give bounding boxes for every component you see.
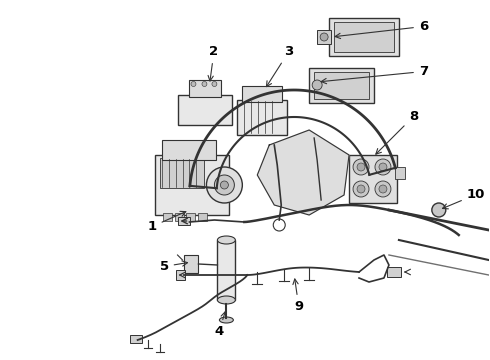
- Bar: [237, 100, 287, 135]
- Bar: [387, 267, 401, 277]
- Text: 2: 2: [208, 45, 219, 81]
- Bar: [185, 255, 198, 273]
- Bar: [317, 30, 331, 44]
- Circle shape: [432, 203, 446, 217]
- Bar: [154, 155, 229, 215]
- Text: 3: 3: [267, 45, 294, 87]
- Bar: [177, 95, 232, 125]
- Polygon shape: [257, 130, 349, 215]
- Bar: [334, 22, 394, 52]
- Circle shape: [312, 80, 322, 90]
- Bar: [177, 217, 191, 225]
- Circle shape: [379, 163, 387, 171]
- Bar: [160, 158, 204, 188]
- Circle shape: [357, 185, 365, 193]
- Bar: [243, 86, 282, 102]
- Circle shape: [191, 81, 196, 86]
- Ellipse shape: [218, 296, 235, 304]
- Text: 6: 6: [335, 20, 428, 39]
- Circle shape: [215, 175, 234, 195]
- Circle shape: [320, 33, 328, 41]
- Bar: [175, 270, 186, 280]
- Bar: [198, 213, 207, 221]
- Circle shape: [357, 163, 365, 171]
- Bar: [163, 213, 172, 221]
- Text: 5: 5: [160, 260, 188, 273]
- Circle shape: [375, 181, 391, 197]
- Bar: [187, 213, 196, 221]
- Ellipse shape: [218, 236, 235, 244]
- Circle shape: [353, 181, 369, 197]
- Text: 4: 4: [215, 312, 226, 338]
- Bar: [309, 68, 374, 103]
- Circle shape: [220, 181, 228, 189]
- Bar: [314, 72, 369, 99]
- Text: 8: 8: [376, 110, 418, 154]
- Bar: [349, 155, 397, 203]
- Bar: [218, 240, 235, 300]
- Circle shape: [379, 185, 387, 193]
- Circle shape: [206, 167, 243, 203]
- Bar: [162, 140, 217, 160]
- Text: 1: 1: [147, 211, 186, 233]
- Bar: [190, 80, 221, 97]
- Text: 7: 7: [321, 65, 428, 84]
- Ellipse shape: [220, 317, 233, 323]
- Bar: [329, 18, 399, 56]
- Circle shape: [202, 81, 207, 86]
- Bar: [174, 213, 183, 221]
- Circle shape: [375, 159, 391, 175]
- Circle shape: [353, 159, 369, 175]
- Text: 10: 10: [442, 188, 485, 209]
- Bar: [395, 167, 405, 179]
- Text: 9: 9: [293, 279, 303, 313]
- Bar: [130, 335, 142, 343]
- Circle shape: [212, 81, 217, 86]
